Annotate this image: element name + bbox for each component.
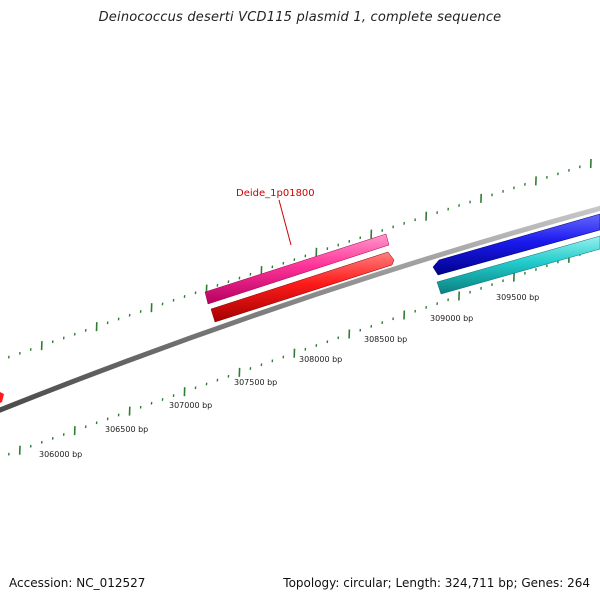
scale-label-309000: 309000 bp [430, 314, 473, 323]
scale-label-307500: 307500 bp [234, 378, 277, 387]
scale-label-306500: 306500 bp [105, 425, 148, 434]
gene-fragment-left[interactable] [0, 392, 4, 403]
scale-label-309500: 309500 bp [496, 293, 539, 302]
gene-deide-1p01800[interactable] [204, 233, 390, 305]
inner-tick-track [8, 249, 592, 456]
gene-red-reverse[interactable] [210, 251, 395, 323]
gene-label-leader [278, 199, 292, 246]
scale-labels: 306000 bp 306500 bp 307000 bp 307500 bp 3080… [39, 293, 539, 459]
outer-tick-track [8, 158, 592, 359]
gene-cyan[interactable] [436, 235, 600, 295]
sequence-backbone [0, 205, 600, 413]
scale-label-306000: 306000 bp [39, 450, 82, 459]
scale-label-308500: 308500 bp [364, 335, 407, 344]
scale-label-307000: 307000 bp [169, 401, 212, 410]
summary-text: Topology: circular; Length: 324,711 bp; … [283, 576, 590, 590]
map-title: Deinococcus deserti VCD115 plasmid 1, co… [98, 10, 502, 25]
scale-label-308000: 308000 bp [299, 355, 342, 364]
gene-label-deide-1p01800[interactable]: Deide_1p01800 [236, 188, 315, 199]
accession-text: Accession: NC_012527 [9, 576, 146, 590]
gene-blue-arrow[interactable] [432, 213, 600, 276]
